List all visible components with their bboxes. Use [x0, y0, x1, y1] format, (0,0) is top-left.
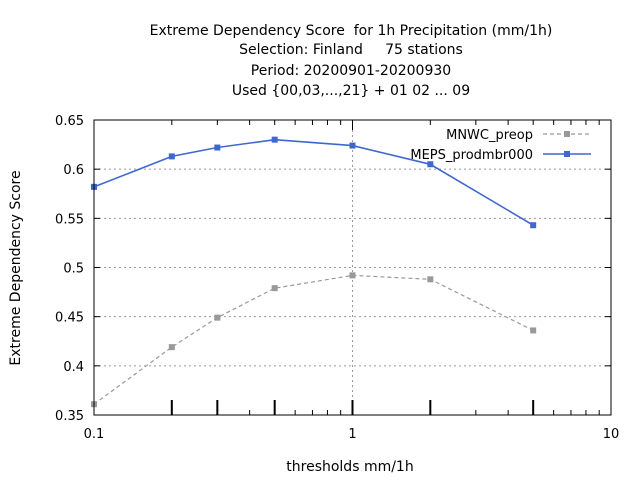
data-point	[427, 276, 434, 283]
data-point	[530, 327, 537, 334]
y-tick-label: 0.55	[55, 212, 84, 227]
series-line-1	[93, 274, 534, 405]
data-point	[168, 344, 175, 351]
x-axis-label: thresholds mm/1h	[286, 459, 413, 475]
data-point	[168, 153, 175, 160]
plot-frame	[93, 119, 612, 416]
legend: MNWC_preop MEPS_prodmbr000	[410, 128, 591, 163]
title-line-2: Selection: Finland 75 stations	[239, 42, 463, 58]
y-tick-label: 0.5	[63, 262, 84, 277]
axes: 0.35 0.4 0.45 0.5 0.55 0.6 0.65 0.1 1 10	[55, 114, 619, 442]
x-tick-label: 10	[603, 427, 620, 442]
data-point	[349, 272, 356, 279]
legend-label: MNWC_preop	[446, 128, 533, 143]
title-line-1: Extreme Dependency Score for 1h Precipit…	[150, 23, 553, 39]
y-tick-label: 0.4	[63, 360, 84, 375]
data-point	[349, 142, 356, 149]
data-point	[214, 314, 221, 321]
y-axis-label: Extreme Dependency Score	[8, 170, 24, 365]
data-point	[271, 136, 278, 143]
data-point	[271, 285, 278, 292]
y-tick-label: 0.35	[55, 409, 84, 424]
chart-title: Extreme Dependency Score for 1h Precipit…	[150, 23, 553, 99]
grid	[94, 120, 611, 415]
data-point	[530, 222, 537, 229]
legend-label: MEPS_prodmbr000	[410, 148, 533, 163]
legend-swatch-marker	[564, 131, 570, 137]
title-line-3: Period: 20200901-20200930	[251, 63, 451, 79]
title-line-4: Used {00,03,...,21} + 01 02 ... 09	[232, 83, 470, 99]
series-layer	[91, 136, 537, 408]
legend-swatch-marker	[564, 151, 570, 157]
y-tick-label: 0.45	[55, 311, 84, 326]
y-tick-label: 0.6	[63, 163, 84, 178]
data-point	[214, 144, 221, 151]
data-point	[427, 161, 434, 168]
y-tick-label: 0.65	[55, 114, 84, 129]
x-tick-label: 1	[348, 427, 356, 442]
x-tick-label: 0.1	[84, 427, 105, 442]
